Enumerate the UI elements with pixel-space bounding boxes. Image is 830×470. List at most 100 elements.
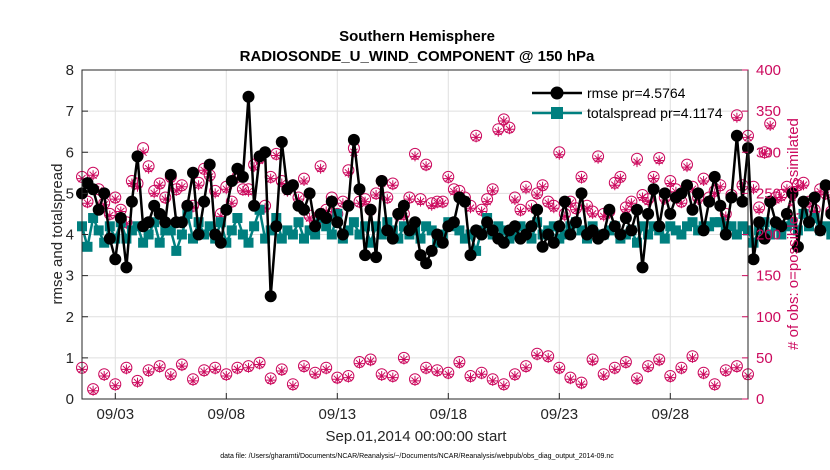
obs-assimilated-marker (493, 126, 504, 137)
totalspread-point (731, 229, 742, 240)
obs-assimilated-marker (776, 192, 787, 203)
obs-assimilated-marker (465, 203, 476, 214)
totalspread-point (459, 233, 470, 244)
rmse-point (236, 170, 249, 183)
obs-assimilated-marker (720, 211, 731, 222)
rmse-point (697, 224, 710, 237)
totalspread-point (820, 221, 830, 232)
rmse-point (192, 228, 205, 241)
obs-assimilated-marker (731, 112, 742, 123)
y2-tick-label: 0 (756, 391, 764, 408)
obs-assimilated-marker (759, 148, 770, 159)
obs-possible-marker (825, 205, 830, 218)
obs-low-assimilated-marker (343, 372, 354, 383)
obs-low-assimilated-marker (443, 369, 454, 380)
obs-assimilated-marker (792, 181, 803, 192)
obs-low-assimilated-marker (731, 362, 742, 373)
totalspread-point (304, 225, 315, 236)
rmse-point (642, 207, 655, 220)
obs-assimilated-marker (643, 196, 654, 207)
y2-tick-label: 350 (756, 103, 781, 120)
obs-low-assimilated-marker (698, 369, 709, 380)
totalspread-point (809, 213, 820, 223)
rmse-point (386, 232, 399, 245)
obs-low-assimilated-marker (565, 374, 576, 385)
rmse-point (159, 216, 172, 229)
totalspread-point (421, 221, 432, 232)
obs-assimilated-marker (815, 186, 826, 197)
obs-low-assimilated-marker (720, 366, 731, 377)
obs-low-assimilated-marker (88, 385, 99, 396)
totalspread-point (237, 229, 248, 240)
rmse-point (359, 249, 372, 262)
rmse-point (780, 207, 793, 220)
rmse-point (508, 220, 521, 233)
rmse-point (475, 228, 488, 241)
totalspread-point (682, 221, 692, 232)
totalspread-point (465, 229, 476, 240)
totalspread-point (332, 208, 343, 219)
x-tick-label: 09/13 (319, 406, 357, 423)
obs-low-assimilated-marker (532, 350, 543, 361)
totalspread-point (82, 241, 93, 252)
rmse-point (87, 183, 100, 196)
obs-assimilated-marker (687, 184, 698, 195)
totalspread-point (321, 221, 332, 232)
rmse-point (730, 129, 743, 142)
rmse-point (125, 195, 138, 208)
obs-low-assimilated-marker (276, 366, 287, 376)
obs-assimilated-marker (337, 198, 348, 209)
obs-assimilated-marker (415, 196, 426, 207)
obs-low-assimilated-marker (620, 358, 631, 369)
y2-tick-label: 300 (756, 144, 781, 161)
totalspread-point (354, 229, 365, 240)
totalspread-point (565, 221, 576, 232)
obs-low-assimilated-marker (632, 375, 642, 386)
rmse-point (220, 203, 233, 216)
x-tick-label: 09/18 (430, 406, 468, 423)
obs-low-assimilated-marker (421, 364, 432, 375)
rmse-point (708, 170, 721, 183)
obs-low-assimilated-marker (643, 362, 654, 373)
obs-assimilated-marker (143, 163, 154, 174)
rmse-point (364, 203, 377, 216)
totalspread-point (121, 233, 132, 244)
obs-assimilated-marker (426, 200, 437, 211)
rmse-point (114, 212, 127, 224)
x-axis-label: Sep.01,2014 00:00:00 start (326, 428, 508, 445)
obs-assimilated-marker (548, 203, 559, 214)
obs-low-assimilated-marker (188, 375, 198, 386)
totalspread-point (554, 233, 565, 244)
y-tick-label: 1 (66, 350, 74, 367)
rmse-point (303, 187, 316, 200)
obs-assimilated-marker (82, 198, 93, 209)
obs-assimilated-marker (682, 162, 692, 173)
rmse-point (631, 203, 643, 216)
obs-low-assimilated-marker (365, 356, 376, 367)
y-axis-label: rmse and totalspread (49, 164, 66, 305)
obs-low-assimilated-marker (265, 375, 276, 386)
obs-low-assimilated-marker (476, 369, 487, 380)
totalspread-point (665, 221, 676, 232)
obs-assimilated-marker (487, 185, 498, 196)
obs-assimilated-marker (226, 198, 237, 209)
totalspread-point (138, 237, 149, 248)
totalspread-point (365, 237, 376, 248)
rmse-point (259, 146, 272, 159)
obs-assimilated-marker (515, 206, 526, 217)
obs-low-assimilated-marker (165, 371, 176, 381)
rmse-point (298, 203, 310, 216)
totalspread-point (254, 204, 265, 215)
obs-low-assimilated-marker (687, 352, 698, 363)
totalspread-point (709, 217, 720, 228)
totalspread-point (293, 217, 304, 228)
obs-assimilated-marker (620, 204, 631, 215)
rmse-point (325, 195, 338, 208)
rmse-point (525, 220, 538, 233)
totalspread-point (787, 217, 798, 228)
y2-tick-label: 50 (756, 350, 773, 367)
totalspread-point (376, 229, 387, 240)
totalspread-point (88, 213, 99, 223)
obs-assimilated-marker (104, 210, 115, 221)
